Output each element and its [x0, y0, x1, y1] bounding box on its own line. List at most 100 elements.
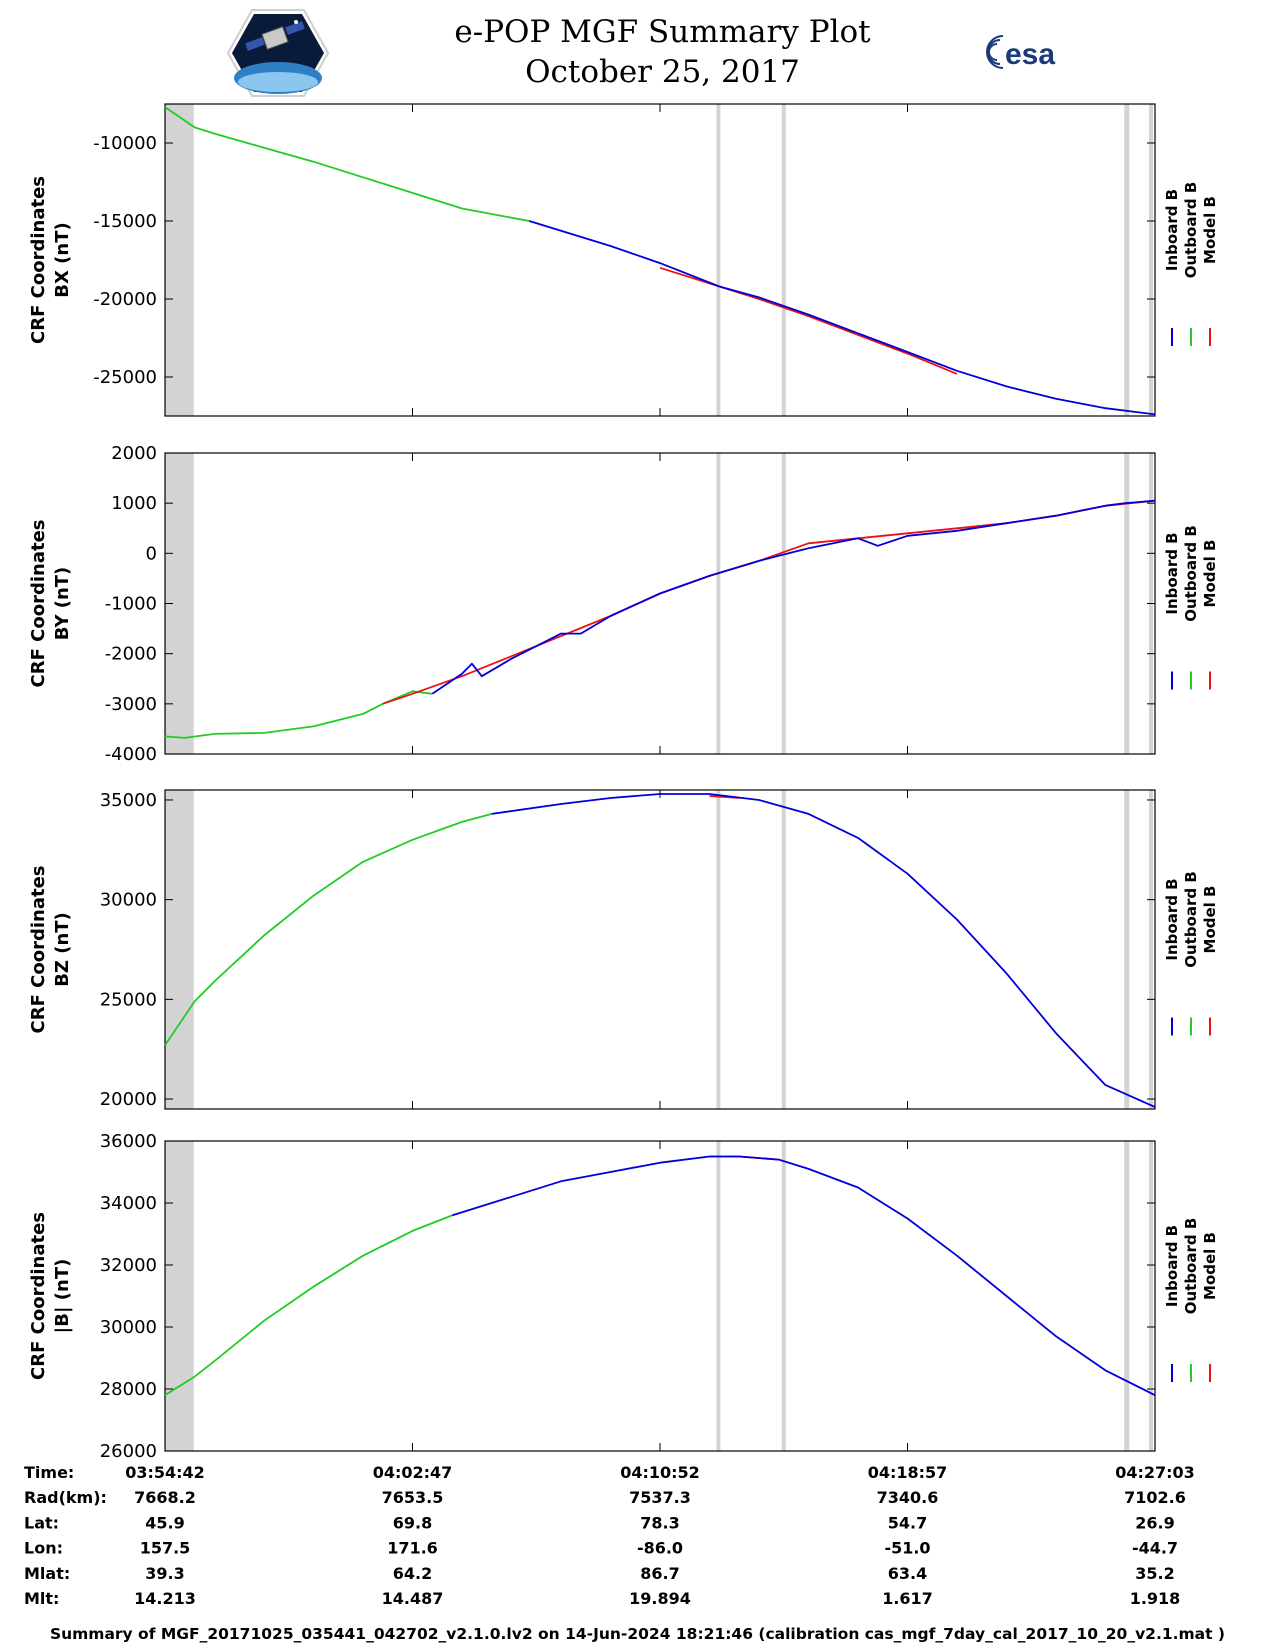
- info-value: 171.6: [387, 1539, 438, 1558]
- shaded-interval: [165, 790, 179, 1109]
- y-axis-label: CRF Coordinates: [28, 520, 49, 688]
- y-tick-label: -4000: [105, 744, 157, 765]
- info-value: -86.0: [637, 1539, 683, 1558]
- plot-date: October 25, 2017: [525, 54, 800, 90]
- info-row-label: Mlat:: [24, 1564, 70, 1583]
- legend-entry: Inboard B: [1163, 1225, 1181, 1307]
- y-tick-label: 2000: [111, 443, 157, 464]
- legend-entry: Model B: [1201, 1232, 1219, 1300]
- shaded-interval: [178, 453, 194, 754]
- legend-entry: Model B: [1201, 886, 1219, 954]
- shaded-interval: [178, 790, 194, 1109]
- info-value: 04:10:52: [620, 1463, 700, 1482]
- y-tick-label: 25000: [100, 989, 157, 1010]
- series-line-outboard: [164, 813, 492, 1046]
- series-line-inboard: [451, 1155, 1156, 1397]
- legend-entry: Outboard B: [1182, 525, 1200, 622]
- esa-logo-text: esa: [1005, 38, 1055, 71]
- y-tick-label: -10000: [93, 133, 157, 154]
- legend-entry: Outboard B: [1182, 871, 1200, 968]
- legend-entry: Inboard B: [1163, 532, 1181, 614]
- legend-entry: Model B: [1201, 540, 1219, 608]
- esa-logo: esa: [986, 35, 1055, 71]
- info-row-label: Time:: [24, 1463, 74, 1482]
- y-axis-label: CRF Coordinates: [28, 1212, 49, 1380]
- info-value: 7653.5: [382, 1488, 444, 1507]
- y-tick-label: 36000: [100, 1131, 157, 1152]
- series-line-model: [382, 499, 1156, 705]
- panel-2: -4000 -3000 -2000 -1000 0 1000 2000 CRF Coordin…: [28, 443, 1219, 765]
- panel-3: 20000 25000 30000 35000 CRF Coordinates BZ (n…: [28, 789, 1219, 1110]
- series-line-outboard: [164, 690, 433, 739]
- panel-1: -25000 -20000 -15000 -10000 CRF Coordinates B…: [28, 103, 1219, 417]
- y-axis-label: CRF Coordinates: [28, 176, 49, 344]
- info-value: 54.7: [888, 1513, 927, 1532]
- info-value: 39.3: [145, 1564, 184, 1583]
- y-tick-label: 30000: [100, 890, 157, 911]
- y-axis-label: CRF Coordinates: [28, 866, 49, 1034]
- series-line-model: [659, 266, 958, 375]
- series-line-inboard: [431, 499, 1156, 695]
- shaded-interval: [178, 1141, 194, 1451]
- y-tick-label: 0: [146, 543, 157, 564]
- info-value: 19.894: [629, 1589, 691, 1608]
- info-value: 35.2: [1135, 1564, 1174, 1583]
- panel-4: 26000 28000 30000 32000 34000 36000 CRF Coordi…: [28, 1131, 1219, 1462]
- info-value: 45.9: [145, 1513, 184, 1532]
- shaded-interval: [178, 104, 194, 416]
- y-tick-label: -3000: [105, 694, 157, 715]
- info-value: 1.918: [1130, 1589, 1181, 1608]
- y-tick-label: -25000: [93, 367, 157, 388]
- info-value: 04:02:47: [373, 1463, 453, 1482]
- shaded-interval: [781, 1141, 786, 1451]
- y-tick-label: 1000: [111, 493, 157, 514]
- y-axis-label: BY (nT): [52, 567, 73, 641]
- y-tick-label: -2000: [105, 644, 157, 665]
- legend-entry: Inboard B: [1163, 878, 1181, 960]
- info-value: 26.9: [1135, 1513, 1174, 1532]
- cassiope-mission-logo: [226, 9, 330, 97]
- shaded-interval: [781, 453, 786, 754]
- info-value: 69.8: [393, 1513, 432, 1532]
- axes-box: [164, 103, 1156, 417]
- info-value: 7102.6: [1124, 1488, 1186, 1507]
- shaded-interval: [1149, 104, 1154, 416]
- shaded-interval: [1149, 790, 1154, 1109]
- y-tick-label: 28000: [100, 1379, 157, 1400]
- info-value: -44.7: [1132, 1539, 1178, 1558]
- legend-entry: Outboard B: [1182, 182, 1200, 279]
- info-row-label: Mlt:: [24, 1589, 59, 1608]
- info-value: 1.617: [882, 1589, 933, 1608]
- y-axis-label: |B| (nT): [52, 1259, 73, 1334]
- y-tick-label: -15000: [93, 211, 157, 232]
- series-line-inboard: [529, 220, 1156, 416]
- y-tick-label: 35000: [100, 790, 157, 811]
- series-line-inboard: [491, 793, 1156, 1108]
- series-line-outboard: [164, 106, 530, 222]
- info-value: 04:27:03: [1115, 1463, 1195, 1482]
- shaded-interval: [1124, 790, 1130, 1109]
- y-tick-label: 30000: [100, 1317, 157, 1338]
- y-tick-label: -1000: [105, 594, 157, 615]
- shaded-interval: [716, 790, 721, 1109]
- info-value: 7668.2: [134, 1488, 196, 1507]
- ephemeris-table: Time: Rad(km): Lat: Lon: Mlat: Mlt: 03:54:42 76…: [24, 1463, 1195, 1608]
- info-value: 157.5: [140, 1539, 191, 1558]
- shaded-interval: [1124, 453, 1130, 754]
- shaded-interval: [716, 453, 721, 754]
- axes-box: [164, 452, 1156, 755]
- footer-summary: Summary of MGF_20171025_035441_042702_v2…: [49, 1625, 1226, 1643]
- shaded-interval: [165, 1141, 179, 1451]
- legend-entry: Outboard B: [1182, 1218, 1200, 1315]
- info-value: -51.0: [884, 1539, 930, 1558]
- y-tick-label: 20000: [100, 1089, 157, 1110]
- shaded-interval: [1149, 1141, 1154, 1451]
- info-value: 86.7: [640, 1564, 679, 1583]
- info-value: 63.4: [888, 1564, 927, 1583]
- info-value: 64.2: [393, 1564, 432, 1583]
- info-value: 03:54:42: [125, 1463, 205, 1482]
- series-line-outboard: [164, 1214, 453, 1396]
- legend-entry: Inboard B: [1163, 189, 1181, 271]
- shaded-interval: [1124, 1141, 1130, 1451]
